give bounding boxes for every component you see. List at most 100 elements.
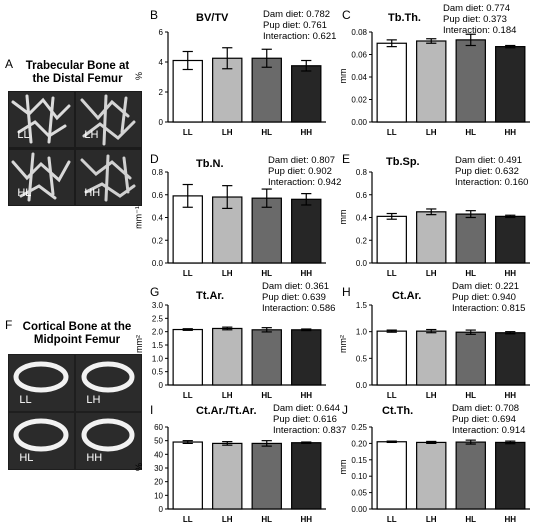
chart-i-stat-2: Interaction: 0.837 bbox=[273, 425, 347, 436]
chart-e-bar-hl bbox=[455, 213, 486, 264]
chart-e-stats: Dam diet: 0.491 Pup diet: 0.632 Interactio… bbox=[455, 155, 528, 188]
chart-j-xtick-label-hh: HH bbox=[504, 515, 516, 524]
chart-c-xtick-label-hl: HL bbox=[465, 128, 476, 137]
panel-f-label: F bbox=[5, 318, 13, 332]
chart-i-stat-1: Pup diet: 0.616 bbox=[273, 414, 337, 425]
chart-i-xtick-label-ll: LL bbox=[183, 515, 193, 524]
chart-c-bar-ll bbox=[376, 42, 407, 123]
chart-i-ytick-label-1: 10 bbox=[154, 491, 163, 500]
trabecular-image-grid: LL LH HL HH bbox=[8, 91, 142, 206]
chart-b-ytick-label-3: 6 bbox=[159, 28, 164, 37]
chart-g-stats: Dam diet: 0.361 Pup diet: 0.639 Interactio… bbox=[262, 281, 335, 314]
cortical-image-grid: LL LH HL HH bbox=[8, 354, 142, 470]
trabecular-texture-lh bbox=[80, 94, 136, 146]
chart-g-bar-hh bbox=[291, 329, 322, 386]
chart-d-ytick-label-2: 0.4 bbox=[152, 214, 164, 223]
cortical-label-hl: HL bbox=[19, 451, 34, 464]
chart-e-ylabel: mm bbox=[338, 209, 348, 224]
chart-j-ytick-label-0: 0.00 bbox=[351, 505, 367, 514]
chart-d-bar-hh bbox=[291, 198, 322, 264]
chart-c-ytick-label-3: 0.06 bbox=[351, 51, 367, 60]
chart-j-xtick-label-ll: LL bbox=[387, 515, 397, 524]
trabecular-label-lh: LH bbox=[84, 129, 99, 142]
chart-g-bar-lh bbox=[212, 327, 243, 386]
panel-c-label: C bbox=[342, 8, 351, 22]
chart-g-ytick-label-0: 0 bbox=[159, 381, 164, 390]
cortical-image-ll: LL bbox=[9, 355, 74, 411]
trabecular-texture-hh bbox=[80, 154, 136, 202]
chart-d-xtick-label-lh: LH bbox=[222, 269, 233, 278]
chart-b: 0 2 4 6 LL LH HL HH bbox=[159, 28, 326, 137]
chart-c-xtick-label-ll: LL bbox=[387, 128, 397, 137]
chart-i-stat-0: Dam diet: 0.644 bbox=[273, 403, 341, 414]
chart-g-stat-0: Dam diet: 0.361 bbox=[262, 281, 330, 292]
chart-g: 0 0.5 1.0 1.5 2.0 2.5 3.0 LL LH HL HH bbox=[152, 301, 326, 400]
chart-d-title: Tb.N. bbox=[196, 158, 224, 170]
panel-f-title: Cortical Bone at the Midpoint Femur bbox=[12, 321, 142, 347]
chart-e-ytick-label-4: 0.8 bbox=[356, 168, 368, 177]
panel-g-label: G bbox=[150, 285, 160, 299]
cortical-image-lh: LH bbox=[76, 355, 141, 411]
chart-c-stat-2: Interaction: 0.184 bbox=[443, 25, 517, 36]
panel-i-label: I bbox=[150, 403, 154, 417]
cortical-image-hh: HH bbox=[76, 413, 141, 469]
chart-c-xtick-label-hh: HH bbox=[504, 128, 516, 137]
chart-c-bar-hl bbox=[455, 39, 486, 123]
chart-d-xtick-label-hl: HL bbox=[261, 269, 272, 278]
chart-e-bar-lh bbox=[416, 211, 447, 264]
chart-h-bar-lh bbox=[416, 330, 447, 386]
chart-j-stat-0: Dam diet: 0.708 bbox=[452, 403, 520, 414]
chart-i-ytick-label-2: 20 bbox=[154, 478, 163, 487]
chart-d-ytick-label-4: 0.8 bbox=[152, 168, 164, 177]
chart-g-stat-1: Pup diet: 0.639 bbox=[262, 292, 326, 303]
panel-b-label: B bbox=[150, 8, 159, 22]
chart-b-ylabel: % bbox=[134, 72, 144, 81]
chart-i-bar-lh bbox=[212, 442, 243, 510]
chart-c-ytick-label-0: 0.00 bbox=[351, 118, 367, 127]
chart-j-ytick-label-1: 0.05 bbox=[351, 489, 367, 498]
chart-h-xtick-label-hh: HH bbox=[504, 391, 516, 400]
chart-d-ytick-label-0: 0.0 bbox=[152, 259, 164, 268]
chart-c: 0.00 0.02 0.04 0.06 0.08 LL LH HL HH bbox=[351, 28, 530, 137]
panel-a-title-line2: the Distal Femur bbox=[32, 73, 123, 85]
chart-h-ylabel: mm² bbox=[338, 335, 348, 353]
trabecular-image-lh: LH bbox=[76, 92, 141, 148]
chart-c-stats: Dam diet: 0.774 Pup diet: 0.373 Interactio… bbox=[443, 3, 516, 36]
chart-j-bar-hh bbox=[495, 441, 526, 510]
chart-i-xtick-label-hh: HH bbox=[300, 515, 312, 524]
chart-g-ytick-label-2: 1.0 bbox=[152, 354, 164, 363]
chart-h-bar-ll bbox=[376, 330, 407, 386]
chart-h-bar-hh bbox=[495, 332, 526, 386]
chart-g-bar-ll bbox=[172, 328, 203, 386]
chart-d: 0.0 0.2 0.4 0.6 0.8 LL LH HL HH bbox=[152, 168, 326, 278]
chart-e-ytick-label-0: 0.0 bbox=[356, 259, 368, 268]
chart-b-bar-hh bbox=[291, 65, 322, 123]
chart-h-ytick-label-3: 1.5 bbox=[356, 301, 368, 310]
chart-e-bar-hh bbox=[495, 215, 526, 264]
panel-e-label: E bbox=[342, 152, 351, 166]
chart-j-stats: Dam diet: 0.708 Pup diet: 0.694 Interactio… bbox=[452, 403, 525, 436]
chart-e-xtick-label-lh: LH bbox=[426, 269, 437, 278]
chart-h-title: Ct.Ar. bbox=[392, 290, 422, 302]
chart-j-ytick-label-5: 0.25 bbox=[351, 423, 367, 432]
chart-g-xtick-label-lh: LH bbox=[222, 391, 233, 400]
chart-j-xtick-label-lh: LH bbox=[426, 515, 437, 524]
chart-j-ylabel: mm bbox=[338, 459, 348, 475]
cortical-label-hh: HH bbox=[86, 451, 103, 464]
chart-b-stat-0: Dam diet: 0.782 bbox=[263, 9, 331, 20]
chart-i-ytick-label-0: 0 bbox=[159, 505, 164, 514]
chart-d-ytick-label-3: 0.6 bbox=[152, 191, 164, 200]
cortical-label-ll: LL bbox=[19, 393, 32, 406]
chart-e-bar-ll bbox=[376, 215, 407, 264]
chart-c-bar-lh bbox=[416, 40, 447, 123]
chart-j-bar-hl bbox=[455, 441, 486, 510]
chart-b-ytick-label-2: 4 bbox=[159, 58, 164, 67]
panel-f-title-line1: Cortical Bone at the bbox=[22, 321, 132, 333]
chart-j-bar-lh bbox=[416, 441, 447, 510]
chart-i-ytick-label-3: 30 bbox=[154, 464, 163, 473]
chart-b-xtick-label-hh: HH bbox=[300, 128, 312, 137]
chart-b-xtick-label-hl: HL bbox=[261, 128, 272, 137]
chart-d-xtick-label-ll: LL bbox=[183, 269, 193, 278]
chart-e-title: Tb.Sp. bbox=[386, 156, 420, 168]
